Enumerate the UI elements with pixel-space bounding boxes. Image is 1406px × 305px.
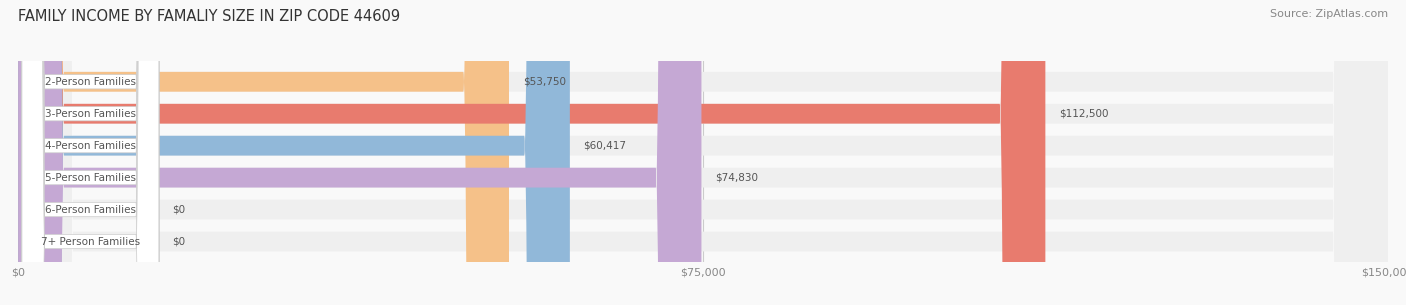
FancyBboxPatch shape	[18, 0, 1388, 305]
FancyBboxPatch shape	[22, 0, 159, 305]
FancyBboxPatch shape	[18, 0, 1388, 305]
Text: $74,830: $74,830	[716, 173, 758, 183]
Text: 4-Person Families: 4-Person Families	[45, 141, 136, 151]
Text: $60,417: $60,417	[583, 141, 627, 151]
Text: $53,750: $53,750	[523, 77, 565, 87]
Text: $0: $0	[173, 205, 186, 215]
FancyBboxPatch shape	[18, 0, 1388, 305]
FancyBboxPatch shape	[18, 0, 1045, 305]
FancyBboxPatch shape	[18, 0, 509, 305]
FancyBboxPatch shape	[18, 0, 1388, 305]
Text: 6-Person Families: 6-Person Families	[45, 205, 136, 215]
Text: 2-Person Families: 2-Person Families	[45, 77, 136, 87]
Text: 5-Person Families: 5-Person Families	[45, 173, 136, 183]
Text: Source: ZipAtlas.com: Source: ZipAtlas.com	[1270, 9, 1388, 19]
FancyBboxPatch shape	[18, 0, 1388, 305]
Text: $0: $0	[173, 237, 186, 246]
FancyBboxPatch shape	[22, 0, 159, 305]
FancyBboxPatch shape	[18, 0, 702, 305]
Text: FAMILY INCOME BY FAMALIY SIZE IN ZIP CODE 44609: FAMILY INCOME BY FAMALIY SIZE IN ZIP COD…	[18, 9, 401, 24]
Text: 7+ Person Families: 7+ Person Families	[41, 237, 141, 246]
Text: $112,500: $112,500	[1059, 109, 1108, 119]
FancyBboxPatch shape	[18, 0, 1388, 305]
FancyBboxPatch shape	[22, 0, 159, 305]
FancyBboxPatch shape	[22, 0, 159, 305]
FancyBboxPatch shape	[22, 0, 159, 305]
FancyBboxPatch shape	[18, 0, 569, 305]
Text: 3-Person Families: 3-Person Families	[45, 109, 136, 119]
FancyBboxPatch shape	[22, 0, 159, 305]
